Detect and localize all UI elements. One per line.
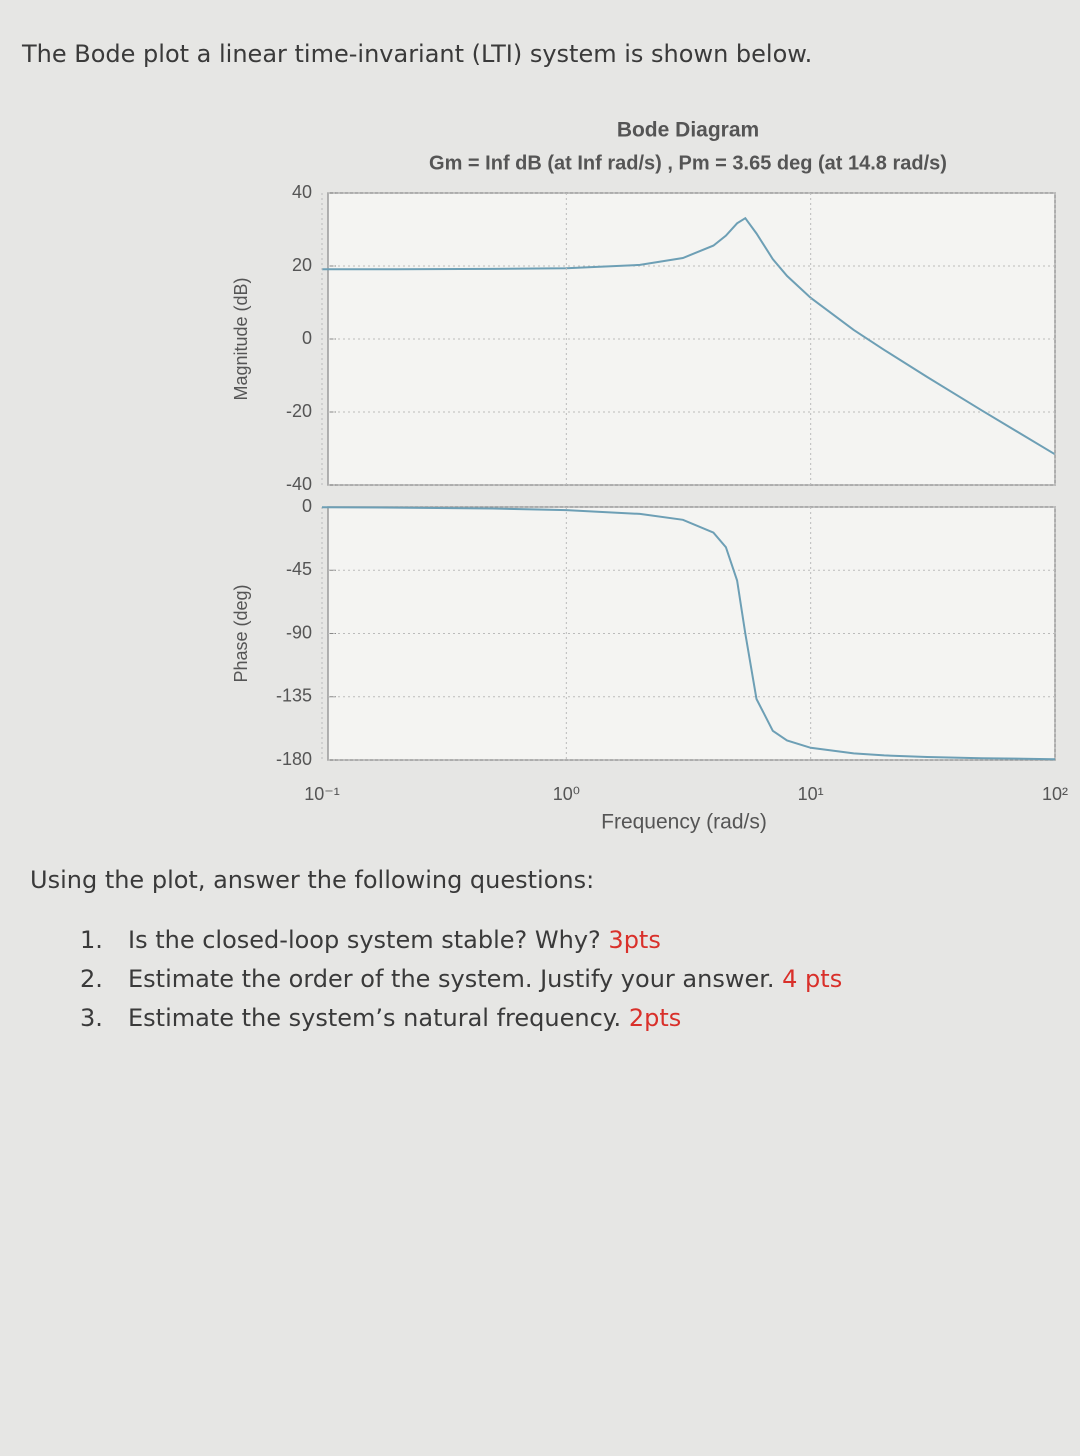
x-axis-label: Frequency (rad/s) — [601, 811, 767, 834]
question: 2. Estimate the order of the system. Just… — [80, 965, 842, 993]
question-text: Estimate the order of the system. Justif… — [128, 965, 775, 993]
plot-area — [327, 192, 1056, 486]
y-tick-label: -180 — [276, 749, 312, 769]
intro-title: The Bode plot a linear time-invariant (L… — [22, 40, 813, 68]
question-text: Is the closed-loop system stable? Why? — [128, 926, 601, 954]
y-tick-label: -20 — [286, 401, 312, 421]
question-points: 3pts — [608, 926, 661, 954]
y-tick-label: 0 — [302, 496, 312, 516]
plot-area — [327, 506, 1056, 761]
question-number: 2. — [80, 965, 103, 993]
question: 1. Is the closed-loop system stable? Why?… — [80, 926, 661, 954]
questions-intro: Using the plot, answer the following que… — [30, 866, 595, 894]
question: 3. Estimate the system’s natural frequenc… — [80, 1004, 681, 1032]
data-line — [321, 506, 1056, 761]
y-axis-label: Magnitude (dB) — [231, 277, 251, 400]
y-tick-label: -45 — [286, 559, 312, 579]
question-number: 3. — [80, 1004, 103, 1032]
y-tick-label: 0 — [302, 328, 312, 348]
y-axis-label: Phase (deg) — [231, 584, 251, 682]
x-tick-label: 10⁻¹ — [304, 784, 340, 804]
question-points: 4 pts — [782, 965, 843, 993]
question-number: 1. — [80, 926, 103, 954]
y-tick-label: 40 — [292, 182, 312, 202]
chart-title: Bode Diagram — [617, 119, 759, 142]
y-tick-label: -135 — [276, 686, 312, 706]
bode-chart: Bode Diagram Gm = Inf dB (at Inf rad/s) … — [231, 119, 1068, 834]
question-points: 2pts — [628, 1004, 682, 1032]
y-tick-label: 20 — [292, 255, 312, 275]
x-tick-label: 10² — [1042, 784, 1068, 804]
y-tick-label: -40 — [286, 474, 312, 494]
x-tick-label: 10¹ — [798, 784, 824, 804]
y-tick-label: -90 — [286, 622, 312, 642]
question-text: Estimate the system’s natural frequency. — [128, 1004, 622, 1032]
x-tick-label: 10⁰ — [553, 784, 580, 804]
chart-subtitle: Gm = Inf dB (at Inf rad/s) , Pm = 3.65 d… — [429, 152, 947, 174]
